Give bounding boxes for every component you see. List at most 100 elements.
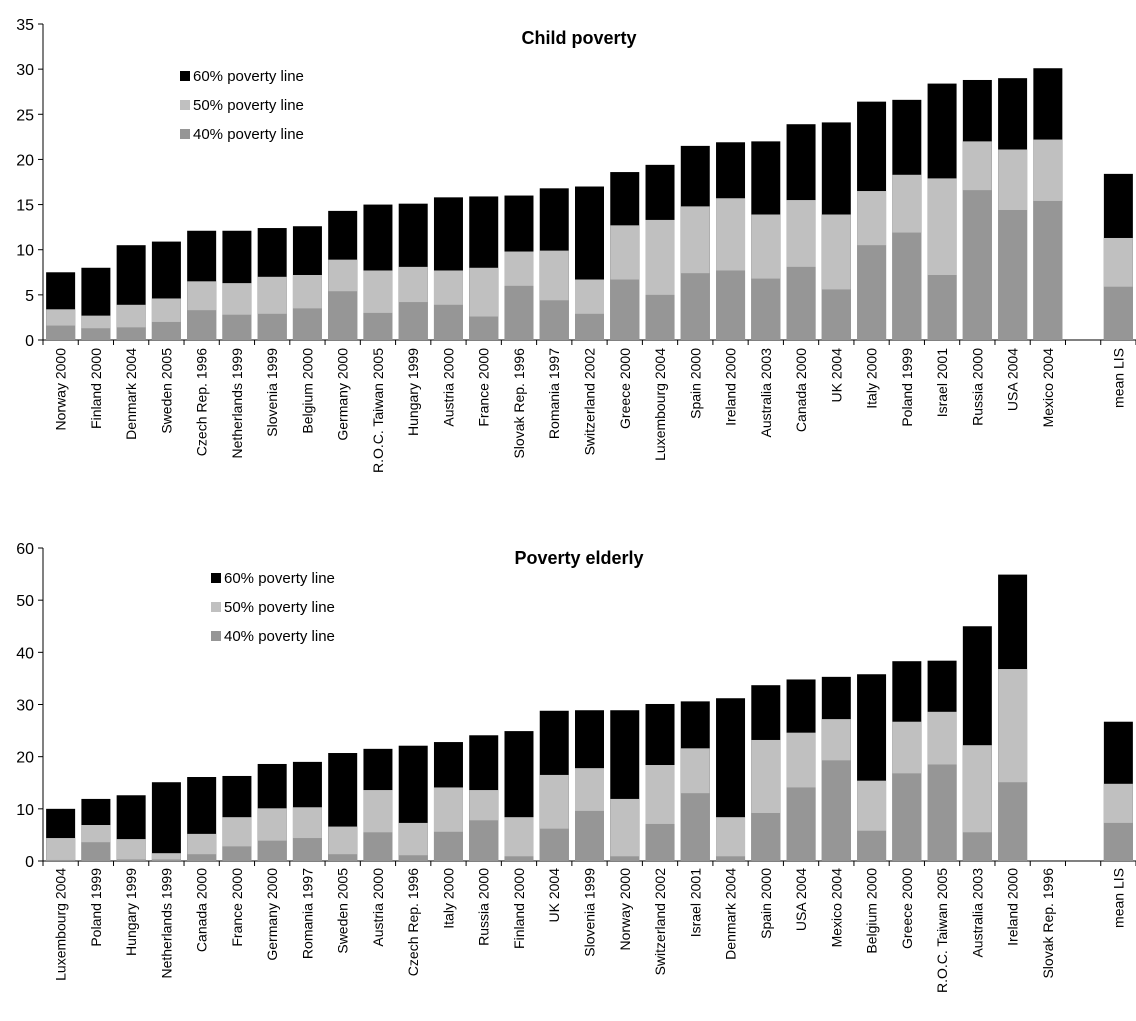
bar-40-poverty-line-canada-2000 bbox=[187, 854, 217, 861]
x-tick-label: Luxembourg 2004 bbox=[53, 868, 69, 981]
x-tick-label: Australia 2003 bbox=[758, 348, 774, 438]
bar-40-poverty-line-romania-1997 bbox=[292, 838, 322, 861]
x-tick-label: Canada 2000 bbox=[793, 348, 809, 432]
bar-40-poverty-line-romania-1997 bbox=[539, 300, 569, 340]
x-tick-label: Ireland 2000 bbox=[723, 348, 739, 426]
y-tick-label: 25 bbox=[16, 107, 34, 124]
x-tick-label: USA 2004 bbox=[1005, 348, 1021, 411]
x-tick-label: Czech Rep. 1996 bbox=[405, 868, 421, 976]
x-tick-label: Israel 2001 bbox=[934, 348, 950, 417]
x-tick-label: Russia 2000 bbox=[969, 348, 985, 426]
x-tick-label: Luxembourg 2004 bbox=[652, 348, 668, 461]
bar-40-poverty-line-poland-1999 bbox=[892, 232, 922, 340]
legend-swatch bbox=[180, 100, 190, 110]
x-tick-label: mean LIS bbox=[1110, 868, 1126, 928]
x-tick-label: Sweden 2005 bbox=[158, 348, 174, 434]
x-tick-label: Austria 2000 bbox=[370, 868, 386, 947]
bar-40-poverty-line-spain-2000 bbox=[680, 273, 710, 340]
bar-40-poverty-line-france-2000 bbox=[222, 846, 252, 861]
x-tick-label: Austria 2000 bbox=[440, 348, 456, 427]
x-tick-label: Spain 2000 bbox=[758, 868, 774, 939]
bar-40-poverty-line-canada-2000 bbox=[786, 266, 816, 340]
bar-40-poverty-line-denmark-2004 bbox=[116, 327, 146, 340]
x-tick-label: Denmark 2004 bbox=[123, 348, 139, 440]
x-tick-label: Australia 2003 bbox=[969, 868, 985, 958]
x-tick-label: Switzerland 2002 bbox=[652, 868, 668, 976]
x-tick-label: Switzerland 2002 bbox=[582, 348, 598, 456]
y-tick-label: 30 bbox=[16, 698, 34, 715]
bar-40-poverty-line-slovenia-1999 bbox=[257, 313, 287, 340]
y-tick-label: 40 bbox=[16, 645, 34, 662]
x-tick-label: Sweden 2005 bbox=[335, 868, 351, 954]
x-tick-label: Hungary 1999 bbox=[123, 868, 139, 956]
y-tick-label: 50 bbox=[16, 593, 34, 610]
x-tick-label: mean LIS bbox=[1110, 348, 1126, 408]
x-tick-label: Slovenia 1999 bbox=[582, 868, 598, 957]
x-tick-label: Canada 2000 bbox=[194, 868, 210, 952]
legend-label: 40% poverty line bbox=[224, 628, 335, 645]
y-tick-label: 35 bbox=[16, 17, 34, 34]
bar-50-poverty-line-denmark-2004 bbox=[716, 817, 746, 861]
y-tick-label: 10 bbox=[16, 243, 34, 260]
bar-40-poverty-line-netherlands-1999 bbox=[151, 859, 181, 861]
x-tick-label: Norway 2000 bbox=[53, 348, 69, 431]
bar-40-poverty-line-slovenia-1999 bbox=[575, 810, 604, 861]
bar-50-poverty-line-netherlands-1999 bbox=[151, 853, 181, 861]
bar-50-poverty-line-czech-rep-1996 bbox=[398, 822, 428, 861]
x-tick-label: Czech Rep. 1996 bbox=[194, 348, 210, 456]
poverty-elderly-chart: 0 10 20 30 40 50 60 Luxembourg 2004 Poland 1999 H… bbox=[16, 541, 1136, 993]
legend-swatch bbox=[180, 129, 190, 139]
bar-40-poverty-line-australia-2003 bbox=[751, 278, 781, 340]
x-tick-label: Finland 2000 bbox=[511, 868, 527, 949]
bar-40-poverty-line-slovak-rep-1996 bbox=[504, 285, 534, 340]
bar-40-poverty-line-mexico-2004 bbox=[821, 760, 851, 861]
x-tick-label: Poland 1999 bbox=[88, 868, 104, 947]
legend-label: 50% poverty line bbox=[224, 599, 335, 616]
bar-40-poverty-line-finland-2000 bbox=[81, 328, 111, 340]
bar-50-poverty-line-norway-2000 bbox=[610, 798, 640, 861]
x-tick-label: Germany 2000 bbox=[335, 348, 351, 441]
bar-40-poverty-line-r-o-c-taiwan-2005 bbox=[363, 312, 393, 340]
bar-40-poverty-line-italy-2000 bbox=[433, 831, 463, 861]
legend-label: 60% poverty line bbox=[224, 570, 335, 587]
bar-40-poverty-line-finland-2000 bbox=[504, 856, 534, 861]
y-tick-label: 60 bbox=[16, 541, 34, 558]
bar-40-poverty-line-denmark-2004 bbox=[716, 856, 746, 861]
x-tick-label: Hungary 1999 bbox=[405, 348, 421, 436]
x-tick-label: R.O.C. Taiwan 2005 bbox=[370, 348, 386, 473]
bar-40-poverty-line-usa-2004 bbox=[786, 787, 816, 861]
x-tick-label: UK 2004 bbox=[546, 868, 562, 923]
bar-40-poverty-line-greece-2000 bbox=[610, 279, 640, 340]
x-tick-label: Slovenia 1999 bbox=[264, 348, 280, 437]
x-tick-label: Netherlands 1999 bbox=[158, 868, 174, 979]
bar-40-poverty-line-r-o-c-taiwan-2005 bbox=[927, 764, 957, 861]
bar-40-poverty-line-germany-2000 bbox=[257, 840, 287, 861]
bar-40-poverty-line-greece-2000 bbox=[892, 773, 922, 861]
bar-40-poverty-line-mean-lis bbox=[1103, 822, 1133, 861]
x-tick-label: Slovak Rep. 1996 bbox=[1040, 868, 1056, 979]
y-tick-label: 0 bbox=[25, 854, 34, 871]
bar-40-poverty-line-russia-2000 bbox=[962, 190, 992, 340]
bar-40-poverty-line-switzerland-2002 bbox=[575, 313, 604, 340]
bar-40-poverty-line-germany-2000 bbox=[328, 291, 358, 340]
x-tick-label: Russia 2000 bbox=[476, 868, 492, 946]
bar-40-poverty-line-ireland-2000 bbox=[716, 270, 746, 340]
bar-40-poverty-line-luxembourg-2004 bbox=[645, 294, 675, 340]
x-tick-label: Belgium 2000 bbox=[864, 868, 880, 954]
bar-40-poverty-line-mean-lis bbox=[1103, 286, 1133, 340]
legend-label: 50% poverty line bbox=[193, 97, 304, 114]
bar-60-poverty-line-netherlands-1999 bbox=[151, 782, 181, 861]
x-tick-label: Israel 2001 bbox=[687, 868, 703, 937]
y-tick-label: 10 bbox=[16, 802, 34, 819]
x-tick-label: Finland 2000 bbox=[88, 348, 104, 429]
bar-40-poverty-line-norway-2000 bbox=[46, 325, 76, 340]
bar-40-poverty-line-ireland-2000 bbox=[998, 782, 1028, 861]
x-tick-label: Greece 2000 bbox=[617, 348, 633, 429]
bar-40-poverty-line-italy-2000 bbox=[857, 245, 887, 340]
bar-40-poverty-line-czech-rep-1996 bbox=[187, 310, 217, 340]
bar-40-poverty-line-belgium-2000 bbox=[857, 830, 887, 861]
x-tick-label: Romania 1997 bbox=[546, 348, 562, 439]
bar-40-poverty-line-uk-2004 bbox=[821, 289, 851, 340]
x-tick-label: Italy 2000 bbox=[440, 868, 456, 929]
bar-40-poverty-line-hungary-1999 bbox=[116, 859, 146, 861]
